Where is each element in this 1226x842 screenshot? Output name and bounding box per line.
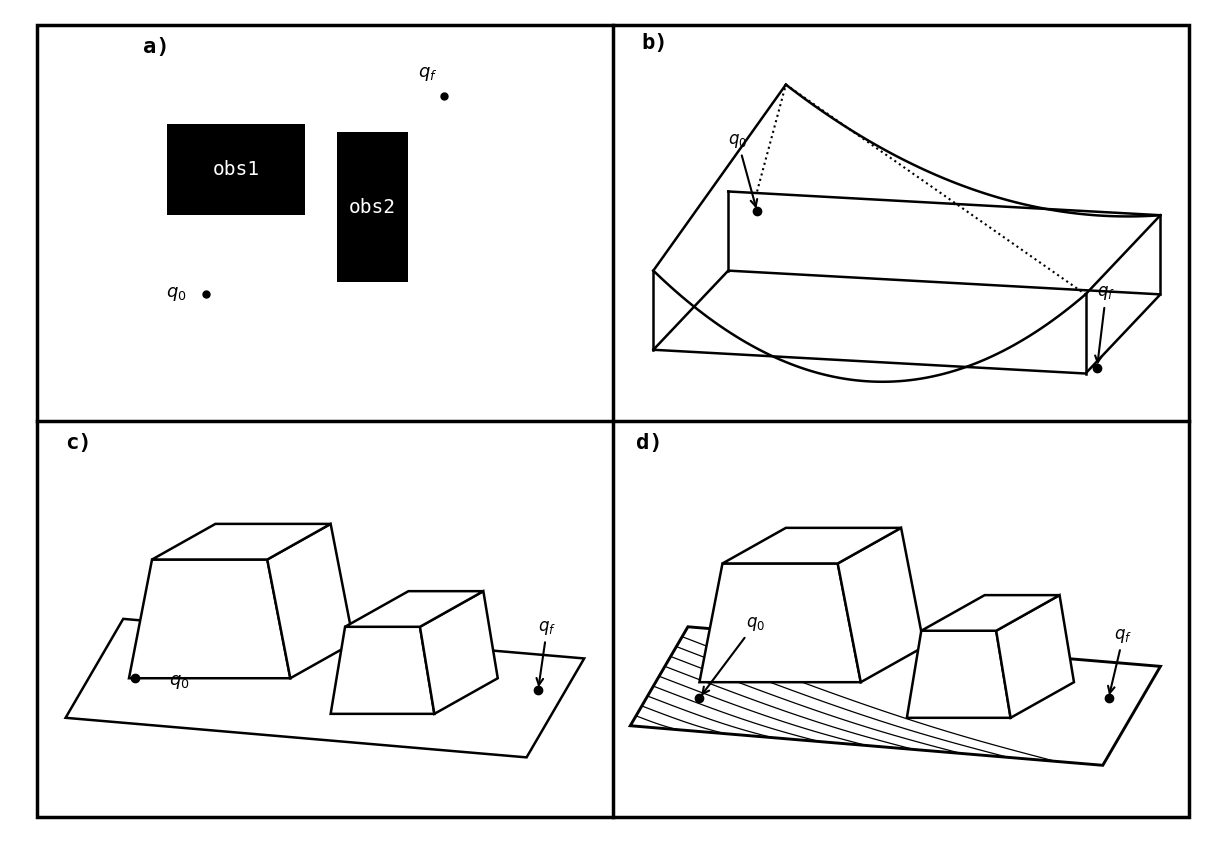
Polygon shape (722, 528, 901, 563)
Text: b): b) (642, 33, 668, 53)
Text: $q_f$: $q_f$ (537, 619, 557, 685)
Polygon shape (837, 528, 924, 682)
Polygon shape (66, 619, 585, 758)
Polygon shape (630, 626, 1161, 765)
Polygon shape (699, 563, 861, 682)
Text: $q_0$: $q_0$ (166, 285, 186, 303)
Text: $q_f$: $q_f$ (1108, 626, 1133, 693)
Text: obs2: obs2 (349, 198, 396, 216)
Text: $q_0$: $q_0$ (728, 132, 758, 206)
Polygon shape (152, 524, 331, 559)
Polygon shape (997, 595, 1074, 717)
Polygon shape (421, 591, 498, 714)
Bar (337, 132, 408, 282)
Text: $q_f$: $q_f$ (418, 65, 438, 83)
Polygon shape (907, 631, 1010, 717)
Text: a): a) (143, 37, 169, 57)
Text: obs1: obs1 (212, 160, 260, 179)
Polygon shape (921, 595, 1059, 631)
Text: $q_0$: $q_0$ (169, 674, 190, 691)
Text: $q_f$: $q_f$ (1095, 285, 1116, 363)
Text: d): d) (636, 433, 663, 453)
Polygon shape (129, 559, 291, 679)
Polygon shape (331, 626, 434, 714)
Bar (167, 124, 305, 216)
Text: $q_0$: $q_0$ (702, 615, 765, 694)
Polygon shape (267, 524, 354, 679)
Text: c): c) (66, 433, 92, 453)
Polygon shape (345, 591, 483, 626)
